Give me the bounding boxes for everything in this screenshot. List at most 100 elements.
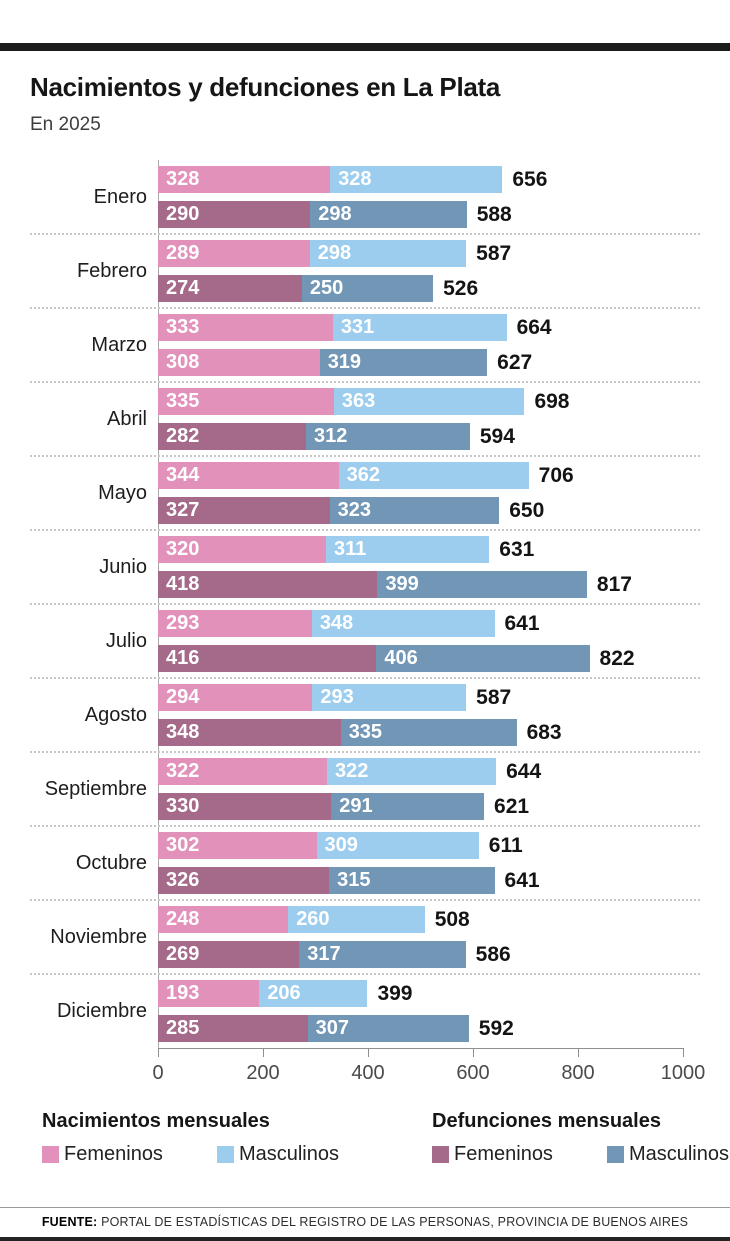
deaths-female-segment: 418 [158,571,378,598]
month-separator [30,233,700,235]
deaths-male-segment: 250 [301,275,434,302]
legend-header-deaths: Defunciones mensuales [432,1110,661,1132]
births-total-label: 644 [506,759,542,783]
births-total-label: 706 [538,463,574,487]
deaths-bar: 274 250 526 [158,275,730,302]
births-male-segment: 311 [326,536,490,563]
deaths-total-label: 627 [497,350,533,374]
month-label: Marzo [91,333,147,356]
births-bar: 328 328 656 [158,166,730,193]
deaths-male-segment: 291 [331,793,485,820]
month-bars: 328 328 656 290 298 588 [158,166,730,228]
births-female-segment: 293 [158,610,312,637]
x-axis-tick-label: 200 [246,1062,280,1084]
month-label: Enero [93,185,147,208]
month-label: Noviembre [50,925,147,948]
births-male-segment: 309 [316,832,479,859]
x-axis-tick-label: 400 [351,1062,385,1084]
births-male-segment: 363 [333,388,525,415]
legend: Nacimientos mensuales Defunciones mensua… [0,1110,730,1166]
births-male-segment: 322 [327,758,497,785]
deaths-male-segment: 312 [306,423,470,450]
x-axis-tick-label: 600 [456,1062,490,1084]
births-male-segment: 362 [338,462,529,489]
deaths-bar: 416 406 822 [158,645,730,672]
axis-gutter [0,1048,158,1058]
legend-item-deaths-female: Femeninos [432,1143,553,1166]
births-male-segment: 206 [259,980,368,1007]
deaths-total-label: 817 [596,572,632,596]
deaths-bar: 348 335 683 [158,719,730,746]
deaths-total-label: 592 [478,1016,514,1040]
births-female-segment: 302 [158,832,317,859]
x-axis-tick [683,1048,684,1057]
chart-rows: Enero 328 328 656 290 298 588 Febrero 289 298 587 2… [0,160,730,1048]
deaths-female-segment: 290 [158,201,311,228]
x-axis-tick [578,1048,579,1057]
deaths-female-segment: 274 [158,275,302,302]
month-label: Diciembre [56,999,147,1022]
legend-items-deaths: Femeninos Masculinos [420,1143,729,1166]
deaths-female-segment: 348 [158,719,341,746]
x-axis: 0 200 400 600 800 1000 [0,1048,730,1092]
x-axis-tick-label: 800 [561,1062,595,1084]
deaths-female-segment: 327 [158,497,330,524]
month-label: Julio [105,629,147,652]
deaths-male-segment: 406 [376,645,590,672]
deaths-total-label: 588 [476,202,512,226]
deaths-bar: 326 315 641 [158,867,730,894]
births-male-segment: 348 [311,610,495,637]
deaths-bar: 290 298 588 [158,201,730,228]
source-label: FUENTE: [41,1215,98,1229]
deaths-male-swatch-icon [606,1146,624,1163]
deaths-total-label: 641 [504,868,540,892]
deaths-female-swatch-icon [432,1146,449,1163]
births-female-segment: 344 [158,462,339,489]
births-bar: 320 311 631 [158,536,730,563]
month-bars: 293 348 641 416 406 822 [158,610,730,672]
x-axis-tick-label: 1000 [660,1062,706,1084]
month-bar-pair: Julio 293 348 641 416 406 822 [0,610,730,672]
stacked-bar-chart: Enero 328 328 656 290 298 588 Febrero 289 298 587 2… [0,160,730,1092]
month-group: Enero 328 328 656 290 298 588 [0,160,730,234]
month-group: Abril 335 363 698 282 312 594 [0,381,730,456]
x-axis-tick [368,1048,369,1057]
month-bars: 193 206 399 285 307 592 [158,980,730,1042]
month-separator [30,529,700,531]
month-separator [30,899,700,901]
month-label: Septiembre [44,777,147,800]
births-bar: 294 293 587 [158,684,730,711]
deaths-male-segment: 399 [377,571,587,598]
births-bar: 248 260 508 [158,906,730,933]
month-group: Junio 320 311 631 418 399 817 [0,529,730,604]
month-bar-pair: Abril 335 363 698 282 312 594 [0,388,730,450]
deaths-bar: 327 323 650 [158,497,730,524]
births-total-label: 631 [499,537,535,561]
month-group: Marzo 333 331 664 308 319 627 [0,307,730,382]
births-bar: 335 363 698 [158,388,730,415]
month-bars: 335 363 698 282 312 594 [158,388,730,450]
deaths-male-segment: 307 [307,1015,469,1042]
bottom-accent-bar [0,1237,730,1241]
legend-label: Masculinos [238,1143,339,1165]
births-bar: 344 362 706 [158,462,730,489]
month-bar-pair: Noviembre 248 260 508 269 317 586 [0,906,730,968]
month-bars: 333 331 664 308 319 627 [158,314,730,376]
deaths-bar: 418 399 817 [158,571,730,598]
deaths-male-segment: 323 [329,497,500,524]
month-bars: 320 311 631 418 399 817 [158,536,730,598]
month-bar-pair: Mayo 344 362 706 327 323 650 [0,462,730,524]
births-female-segment: 328 [158,166,331,193]
x-axis-tick [473,1048,474,1057]
x-axis-line [158,1048,683,1049]
births-male-segment: 293 [312,684,467,711]
x-axis-tick [158,1048,159,1057]
deaths-female-segment: 282 [158,423,307,450]
deaths-total-label: 822 [599,646,635,670]
births-male-segment: 328 [330,166,503,193]
month-bar-pair: Septiembre 322 322 644 330 291 621 [0,758,730,820]
month-label: Agosto [84,703,147,726]
legend-item-births-female: Femeninos [42,1143,163,1166]
month-separator [30,973,700,975]
month-separator [30,751,700,753]
